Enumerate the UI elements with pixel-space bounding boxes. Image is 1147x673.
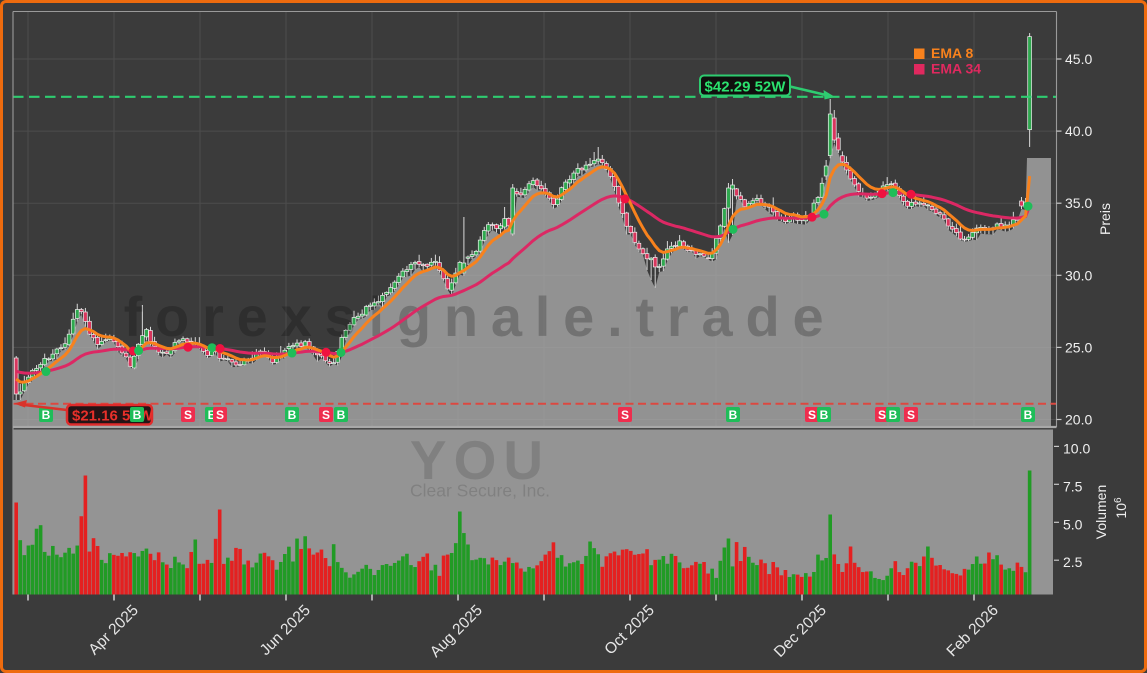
svg-text:B: B (133, 408, 142, 422)
svg-text:EMA 34: EMA 34 (931, 61, 981, 77)
svg-text:Preis: Preis (1097, 203, 1113, 235)
svg-text:25.0: 25.0 (1065, 339, 1092, 355)
svg-text:7.5: 7.5 (1063, 478, 1083, 494)
svg-text:S: S (878, 408, 886, 422)
svg-text:B: B (42, 408, 51, 422)
svg-text:B: B (288, 408, 297, 422)
svg-text:10.0: 10.0 (1063, 440, 1090, 456)
svg-text:S: S (322, 408, 330, 422)
svg-text:S: S (621, 408, 629, 422)
svg-text:Volumen: Volumen (1093, 485, 1109, 539)
svg-text:S: S (184, 408, 192, 422)
svg-text:forexsignale.trade: forexsignale.trade (124, 285, 837, 348)
svg-text:EMA 8: EMA 8 (931, 45, 973, 61)
svg-text:$42.29 52W: $42.29 52W (705, 79, 787, 96)
svg-text:B: B (889, 408, 898, 422)
svg-text:40.0: 40.0 (1065, 123, 1092, 139)
svg-text:35.0: 35.0 (1065, 195, 1092, 211)
svg-text:20.0: 20.0 (1065, 412, 1092, 428)
svg-text:30.0: 30.0 (1065, 267, 1092, 283)
svg-text:YOU: YOU (410, 429, 550, 491)
svg-text:B: B (820, 408, 829, 422)
svg-text:B: B (337, 408, 346, 422)
svg-text:B: B (208, 408, 217, 422)
svg-text:S: S (216, 408, 224, 422)
svg-text:Clear Secure, Inc.: Clear Secure, Inc. (410, 481, 550, 501)
svg-text:5.0: 5.0 (1063, 516, 1083, 532)
svg-text:45.0: 45.0 (1065, 51, 1092, 67)
svg-text:S: S (808, 408, 816, 422)
svg-text:S: S (907, 408, 915, 422)
svg-text:B: B (1024, 408, 1033, 422)
svg-text:B: B (729, 408, 738, 422)
svg-text:2.5: 2.5 (1063, 554, 1083, 570)
